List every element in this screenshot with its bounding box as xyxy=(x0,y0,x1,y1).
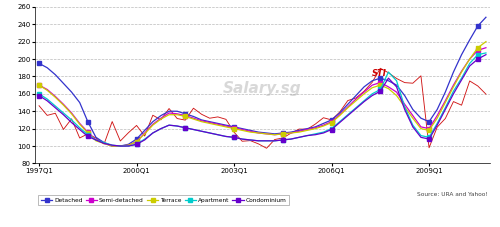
Semi-detached xyxy=(109,145,115,147)
Condominium xyxy=(36,94,42,97)
Line: Apartment: Apartment xyxy=(37,51,488,148)
Detached xyxy=(44,66,50,69)
Text: STI: STI xyxy=(372,69,387,78)
Text: Salary.sg: Salary.sg xyxy=(223,81,302,96)
Detached xyxy=(320,122,326,125)
Detached xyxy=(483,16,489,19)
Terrace xyxy=(109,145,115,147)
Terrace xyxy=(44,89,50,92)
Semi-detached xyxy=(36,84,42,86)
Apartment xyxy=(386,71,392,73)
Detached xyxy=(296,129,302,132)
Terrace xyxy=(36,84,42,86)
Detached xyxy=(206,120,212,123)
Condominium xyxy=(206,132,212,134)
Semi-detached xyxy=(44,88,50,91)
Terrace xyxy=(296,131,302,133)
Semi-detached xyxy=(483,46,489,49)
Apartment xyxy=(483,52,489,54)
Detached xyxy=(109,145,115,147)
Apartment xyxy=(296,136,302,139)
Semi-detached xyxy=(296,130,302,133)
Semi-detached xyxy=(206,121,212,124)
Detached xyxy=(336,112,342,114)
Condominium xyxy=(296,136,302,139)
Condominium xyxy=(44,99,50,102)
Line: Detached: Detached xyxy=(37,15,488,148)
Condominium xyxy=(336,121,342,124)
Line: Semi-detached: Semi-detached xyxy=(37,46,488,148)
Condominium xyxy=(320,132,326,134)
Semi-detached xyxy=(320,124,326,126)
Terrace xyxy=(336,114,342,117)
Apartment xyxy=(118,145,124,147)
Semi-detached xyxy=(386,86,392,88)
Line: Condominium: Condominium xyxy=(37,53,488,148)
Line: Terrace: Terrace xyxy=(37,39,488,148)
Terrace xyxy=(206,122,212,125)
Apartment xyxy=(36,92,42,95)
Condominium xyxy=(483,53,489,56)
Text: Source: URA and Yahoo!: Source: URA and Yahoo! xyxy=(417,192,488,197)
Detached xyxy=(36,62,42,65)
Semi-detached xyxy=(336,113,342,116)
Apartment xyxy=(336,120,342,123)
Legend: Detached, Semi-detached, Terrace, Apartment, Condominium: Detached, Semi-detached, Terrace, Apartm… xyxy=(38,195,290,205)
Condominium xyxy=(386,77,392,79)
Terrace xyxy=(320,125,326,127)
Terrace xyxy=(386,87,392,90)
Apartment xyxy=(206,132,212,134)
Condominium xyxy=(118,145,124,147)
Apartment xyxy=(44,98,50,100)
Apartment xyxy=(320,131,326,133)
Detached xyxy=(386,79,392,82)
Terrace xyxy=(483,40,489,43)
